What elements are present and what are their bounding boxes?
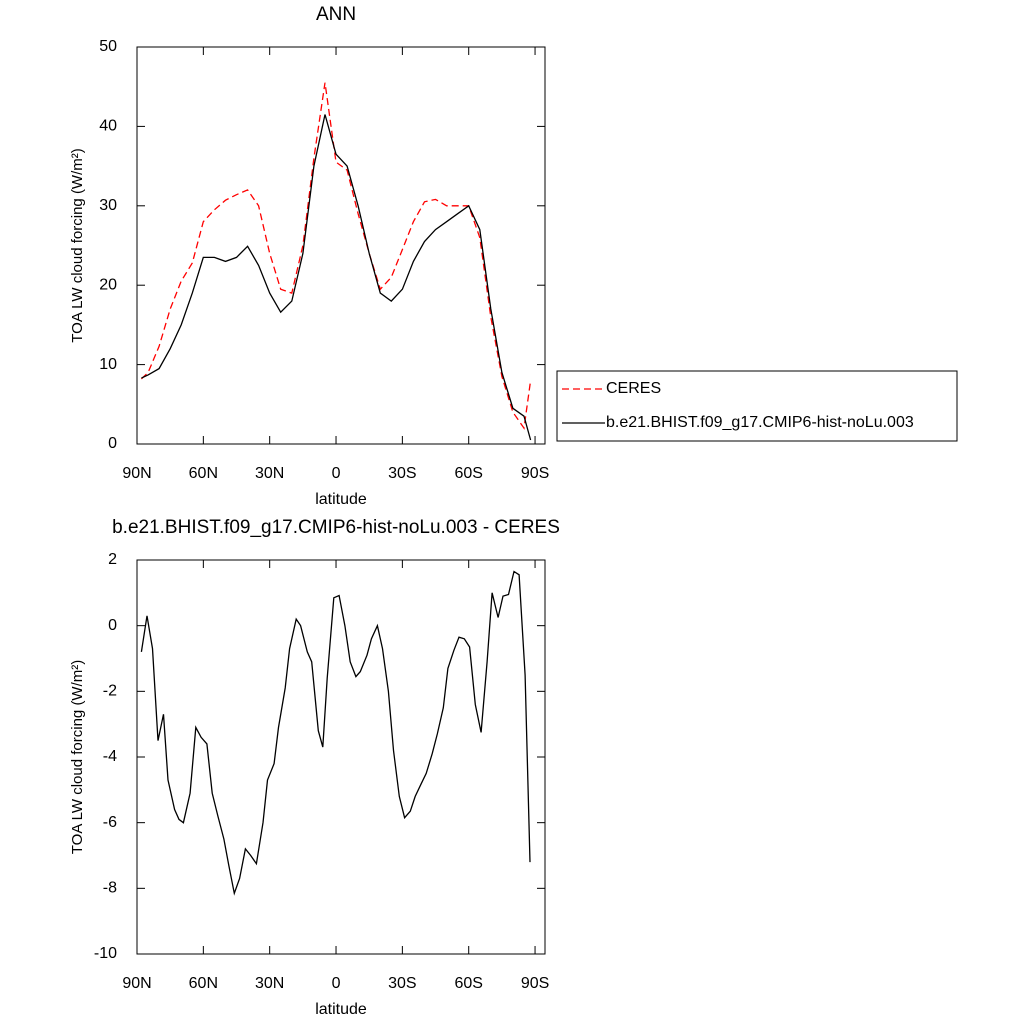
y-tick-label: 20 bbox=[99, 276, 117, 293]
x-tick-label: 30N bbox=[255, 465, 284, 482]
plot-frame bbox=[136, 559, 546, 955]
y-tick-label: 50 bbox=[99, 38, 117, 55]
data-line bbox=[141, 114, 532, 441]
y-tick-label: -6 bbox=[103, 814, 117, 831]
x-tick-label: 30S bbox=[388, 975, 416, 992]
y-tick-label: 2 bbox=[108, 551, 117, 568]
y-tick-label: 0 bbox=[108, 617, 117, 634]
data-line bbox=[140, 82, 532, 430]
x-tick-label: 30N bbox=[255, 975, 284, 992]
x-tick-label: 60N bbox=[189, 465, 218, 482]
y-tick-label: 10 bbox=[99, 356, 117, 373]
x-tick-label: 90N bbox=[122, 975, 151, 992]
y-tick-label: -10 bbox=[94, 945, 117, 962]
x-tick-label: 60S bbox=[454, 465, 482, 482]
y-tick-label: -8 bbox=[103, 880, 117, 897]
y-tick-label: 40 bbox=[99, 118, 117, 135]
x-tick-label: 90S bbox=[521, 975, 549, 992]
y-tick-label: 30 bbox=[99, 197, 117, 214]
legend-label: b.e21.BHIST.f09_g17.CMIP6-hist-noLu.003 bbox=[606, 414, 914, 431]
plot-frame bbox=[136, 46, 546, 445]
data-line bbox=[140, 570, 531, 896]
chart-title: ANN bbox=[316, 4, 356, 25]
y-tick-label: -2 bbox=[103, 683, 117, 700]
legend-box bbox=[556, 370, 958, 442]
chart-title: b.e21.BHIST.f09_g17.CMIP6-hist-noLu.003 … bbox=[112, 517, 560, 538]
legend-label: CERES bbox=[606, 380, 661, 397]
x-tick-label: 90S bbox=[521, 465, 549, 482]
y-axis-label: TOA LW cloud forcing (W/m²) bbox=[69, 148, 86, 342]
x-tick-label: 0 bbox=[332, 465, 341, 482]
x-tick-label: 0 bbox=[332, 975, 341, 992]
x-axis-label: latitude bbox=[315, 1001, 367, 1018]
x-tick-label: 30S bbox=[388, 465, 416, 482]
x-tick-label: 60S bbox=[454, 975, 482, 992]
x-axis-label: latitude bbox=[315, 491, 367, 508]
y-tick-label: 0 bbox=[108, 435, 117, 452]
y-axis-label: TOA LW cloud forcing (W/m²) bbox=[69, 660, 86, 854]
y-tick-label: -4 bbox=[103, 748, 117, 765]
x-tick-label: 90N bbox=[122, 465, 151, 482]
x-tick-label: 60N bbox=[189, 975, 218, 992]
